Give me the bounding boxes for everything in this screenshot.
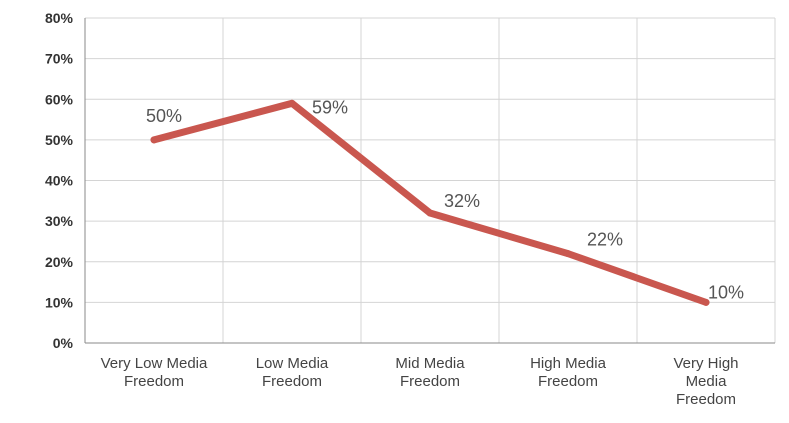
x-tick-label-line: Freedom — [676, 391, 736, 408]
x-tick-label-line: Freedom — [400, 373, 460, 390]
y-tick-label: 30% — [45, 213, 74, 229]
axes — [84, 18, 775, 344]
data-label: 10% — [708, 282, 744, 302]
y-tick-label: 10% — [45, 294, 74, 310]
y-axis-ticks: 0% 10% 20% 30% 40% 50% 60% 70% 80% — [45, 10, 74, 351]
x-tick-label-line: Very Low Media — [101, 355, 208, 372]
x-tick-label-line: Freedom — [124, 373, 184, 390]
data-label: 22% — [587, 230, 623, 250]
x-tick-label-line: High Media — [530, 355, 607, 372]
x-tick-label: Very High Media Freedom — [673, 355, 738, 408]
y-tick-label: 0% — [53, 335, 74, 351]
data-point — [426, 209, 434, 217]
data-point — [150, 136, 158, 144]
series-layer — [150, 99, 710, 306]
y-tick-label: 50% — [45, 132, 74, 148]
y-tick-label: 60% — [45, 91, 74, 107]
data-label: 32% — [444, 191, 480, 211]
gridlines — [85, 17, 776, 343]
data-label: 59% — [312, 97, 348, 117]
data-point — [564, 250, 572, 258]
y-tick-label: 40% — [45, 173, 74, 189]
x-tick-label-line: Freedom — [538, 373, 598, 390]
x-tick-label-line: Mid Media — [395, 355, 465, 372]
data-point — [288, 99, 296, 107]
data-label: 50% — [146, 106, 182, 126]
x-tick-label: Mid Media Freedom — [395, 355, 465, 390]
x-tick-label: Very Low Media Freedom — [101, 355, 208, 390]
data-point — [702, 298, 710, 306]
x-tick-label-line: Media — [686, 373, 728, 390]
series-line — [150, 99, 710, 306]
x-tick-label-line: Freedom — [262, 373, 322, 390]
x-tick-label-line: Low Media — [256, 355, 329, 372]
x-tick-label-line: Very High — [673, 355, 738, 372]
x-tick-label: High Media Freedom — [530, 355, 607, 390]
y-tick-label: 20% — [45, 254, 74, 270]
data-labels: 50% 59% 32% 22% 10% — [146, 97, 744, 302]
y-tick-label: 70% — [45, 51, 74, 67]
x-tick-label: Low Media Freedom — [256, 355, 329, 390]
y-tick-label: 80% — [45, 10, 74, 26]
